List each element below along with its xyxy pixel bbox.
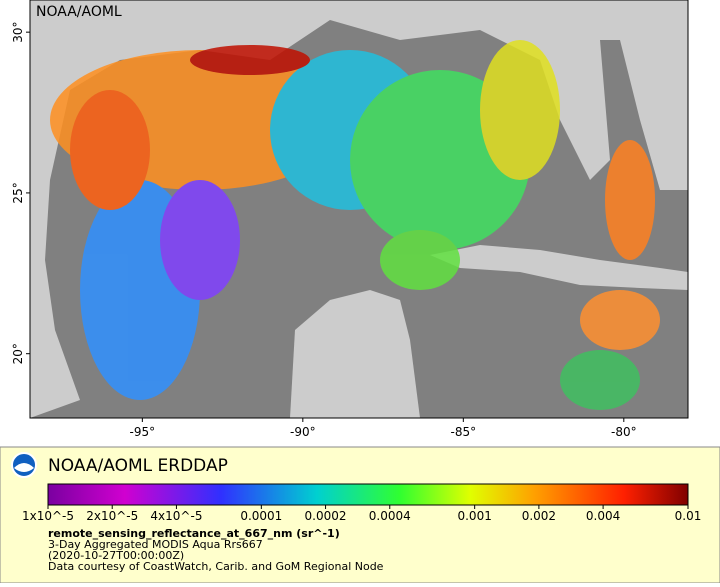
y-tick-label: 25°: [11, 182, 25, 203]
colorbar-tick-label: 0.002: [522, 509, 556, 523]
land: [290, 290, 420, 418]
land: [430, 245, 688, 290]
legend-line: 3-Day Aggregated MODIS Aqua Rrs667: [48, 538, 263, 551]
colorbar-tick-label: 0.0001: [240, 509, 282, 523]
colorbar-tick-label: 0.001: [457, 509, 491, 523]
legend-line: Data courtesy of CoastWatch, Carib. and …: [48, 560, 384, 573]
map-area: [30, 0, 688, 418]
reflectance-field: [50, 40, 660, 410]
colorbar-tick-label: 0.0004: [369, 509, 411, 523]
x-tick-label: -90°: [290, 425, 316, 439]
colorbar-tick-label: 0.01: [675, 509, 702, 523]
variable-name: remote_sensing_reflectance_at_667_nm (sr…: [48, 527, 340, 540]
colorbar-tick-label: 1x10^-5: [22, 509, 74, 523]
legend-line: (2020-10-27T00:00:00Z): [48, 549, 184, 562]
legend-title: NOAA/AOML ERDDAP: [48, 456, 228, 476]
colorbar-tick-label: 0.0002: [305, 509, 347, 523]
y-tick-label: 20°: [11, 343, 25, 364]
y-tick-label: 30°: [11, 22, 25, 43]
x-tick-label: -85°: [451, 425, 477, 439]
land: [30, 0, 688, 418]
colorbar-tick-label: 2x10^-5: [86, 509, 138, 523]
colorbar-tick-label: 0.004: [586, 509, 620, 523]
noaa-logo-bird: [14, 463, 34, 472]
colorbar-tick-label: 4x10^-5: [150, 509, 202, 523]
source-label: NOAA/AOML: [36, 4, 122, 20]
x-tick-label: -95°: [130, 425, 156, 439]
colorbar: [47, 483, 689, 506]
map-frame: [29, 0, 689, 419]
legend-panel: [0, 446, 720, 584]
x-tick-label: -80°: [611, 425, 637, 439]
